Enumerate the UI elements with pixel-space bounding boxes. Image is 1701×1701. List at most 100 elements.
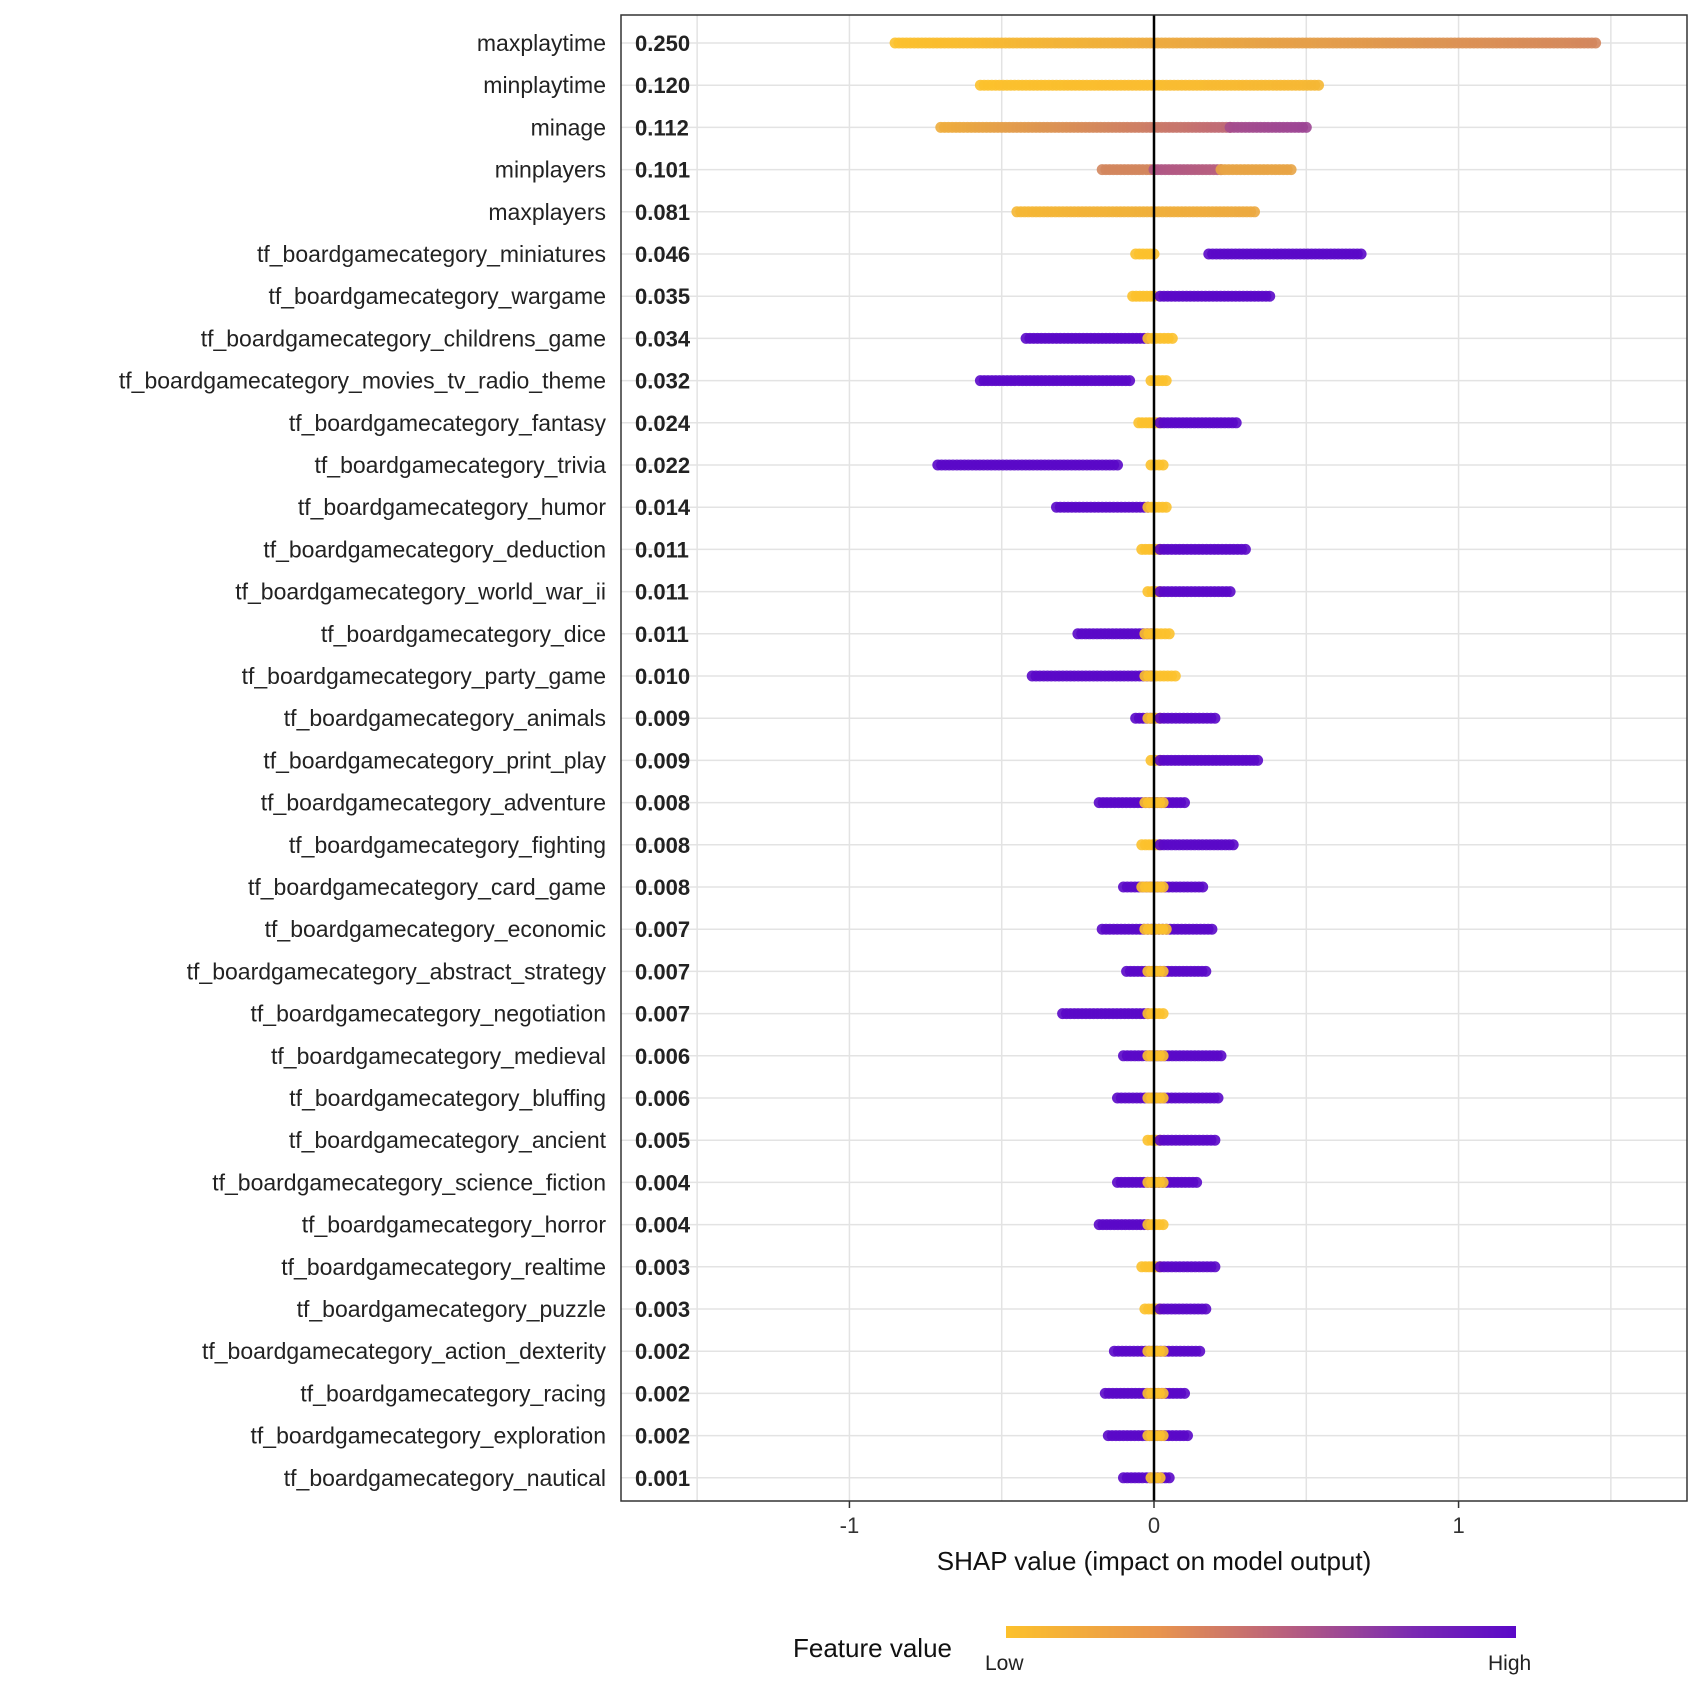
shap-point bbox=[1124, 375, 1136, 387]
feature-label: tf_boardgamecategory_abstract_strategy bbox=[187, 958, 607, 984]
importance-label: 0.032 bbox=[635, 369, 690, 394]
shap-point bbox=[1157, 459, 1169, 471]
x-axis-ticks: -1 0 1 bbox=[840, 1501, 1465, 1538]
shap-point bbox=[1154, 1472, 1166, 1484]
strip-tf_boardgamecategory_economic bbox=[1096, 923, 1218, 935]
feature-label: tf_boardgamecategory_exploration bbox=[251, 1423, 606, 1449]
legend-title: Feature value bbox=[793, 1633, 952, 1663]
importance-label: 0.003 bbox=[635, 1297, 690, 1322]
shap-point bbox=[1200, 965, 1212, 977]
shap-point bbox=[1157, 1219, 1169, 1231]
strip-tf_boardgamecategory_wargame bbox=[1127, 290, 1276, 302]
feature-label: tf_boardgamecategory_realtime bbox=[281, 1254, 606, 1280]
feature-label: tf_boardgamecategory_action_dexterity bbox=[202, 1338, 607, 1364]
feature-label: tf_boardgamecategory_world_war_ii bbox=[235, 579, 606, 605]
importance-label: 0.002 bbox=[635, 1381, 690, 1406]
feature-label: tf_boardgamecategory_fantasy bbox=[289, 410, 607, 436]
importance-label: 0.024 bbox=[635, 411, 691, 436]
importance-label: 0.006 bbox=[635, 1044, 690, 1069]
strip-tf_boardgamecategory_dice bbox=[1072, 628, 1175, 640]
strip-tf_boardgamecategory_adventure bbox=[1093, 797, 1190, 809]
shap-point bbox=[1182, 1430, 1193, 1442]
importance-label: 0.011 bbox=[635, 622, 689, 647]
shap-point bbox=[1239, 543, 1251, 555]
legend-high-label: High bbox=[1488, 1652, 1531, 1675]
importance-label: 0.011 bbox=[635, 537, 689, 562]
shap-point bbox=[1300, 121, 1312, 133]
shap-point bbox=[1157, 1050, 1169, 1062]
shap-point bbox=[1163, 628, 1175, 640]
feature-label: tf_boardgamecategory_wargame bbox=[268, 283, 606, 309]
feature-labels: maxplaytime minplaytime minage minplayers ma… bbox=[119, 30, 607, 1491]
importance-label: 0.010 bbox=[635, 664, 690, 689]
feature-label: minplayers bbox=[495, 157, 606, 183]
feature-label: minage bbox=[531, 114, 606, 140]
shap-point bbox=[1157, 965, 1169, 977]
x-tick-label: 1 bbox=[1452, 1513, 1464, 1538]
importance-label: 0.002 bbox=[635, 1339, 690, 1364]
strip-tf_boardgamecategory_movies_tv_radio_theme bbox=[974, 375, 1172, 387]
importance-label: 0.112 bbox=[635, 115, 689, 140]
importance-label: 0.009 bbox=[635, 706, 690, 731]
shap-point bbox=[1157, 1387, 1169, 1399]
feature-label: tf_boardgamecategory_medieval bbox=[271, 1043, 606, 1069]
shap-point bbox=[1209, 712, 1221, 724]
feature-label: tf_boardgamecategory_bluffing bbox=[289, 1085, 606, 1111]
shap-point bbox=[1212, 1092, 1224, 1104]
importance-label: 0.004 bbox=[635, 1213, 691, 1238]
shap-point bbox=[1209, 1261, 1221, 1273]
shap-point bbox=[1166, 332, 1178, 344]
feature-label: tf_boardgamecategory_dice bbox=[321, 621, 606, 647]
shap-point bbox=[1112, 459, 1123, 471]
shap-point bbox=[1590, 37, 1602, 49]
feature-label: tf_boardgamecategory_deduction bbox=[263, 536, 606, 562]
strip-minplayers bbox=[1096, 164, 1297, 176]
importance-label: 0.006 bbox=[635, 1086, 690, 1111]
feature-label: tf_boardgamecategory_trivia bbox=[315, 452, 607, 478]
feature-label: tf_boardgamecategory_miniatures bbox=[257, 241, 606, 267]
feature-label: tf_boardgamecategory_adventure bbox=[261, 790, 606, 816]
strip-tf_boardgamecategory_science_fiction bbox=[1112, 1176, 1203, 1188]
feature-label: maxplaytime bbox=[477, 30, 606, 56]
shap-point bbox=[1157, 797, 1169, 809]
shap-point bbox=[1179, 1387, 1190, 1399]
shap-point-strips bbox=[889, 37, 1602, 1484]
strip-tf_boardgamecategory_racing bbox=[1099, 1387, 1190, 1399]
strip-tf_boardgamecategory_puzzle bbox=[1139, 1303, 1212, 1315]
importance-label: 0.034 bbox=[635, 326, 691, 351]
strip-tf_boardgamecategory_world_war_ii bbox=[1142, 586, 1236, 598]
feature-label: tf_boardgamecategory_party_game bbox=[242, 663, 606, 689]
strip-tf_boardgamecategory_nautical bbox=[1118, 1472, 1175, 1484]
shap-point bbox=[1227, 839, 1239, 851]
feature-label: tf_boardgamecategory_ancient bbox=[289, 1127, 607, 1153]
strip-tf_boardgamecategory_trivia bbox=[932, 459, 1169, 471]
strip-tf_boardgamecategory_medieval bbox=[1118, 1050, 1227, 1062]
strip-tf_boardgamecategory_deduction bbox=[1136, 543, 1251, 555]
shap-point bbox=[1160, 923, 1172, 935]
legend-colorbar bbox=[1006, 1626, 1516, 1638]
feature-label: tf_boardgamecategory_racing bbox=[300, 1380, 606, 1406]
feature-label: tf_boardgamecategory_card_game bbox=[248, 874, 606, 900]
shap-point bbox=[1157, 1092, 1169, 1104]
strip-tf_boardgamecategory_action_dexterity bbox=[1108, 1345, 1206, 1357]
importance-label: 0.014 bbox=[635, 495, 691, 520]
importance-label: 0.003 bbox=[635, 1255, 690, 1280]
shap-point bbox=[1206, 923, 1218, 935]
importance-label: 0.009 bbox=[635, 748, 690, 773]
importance-label: 0.120 bbox=[635, 73, 690, 98]
shap-point bbox=[1163, 1472, 1175, 1484]
strip-minplaytime bbox=[974, 79, 1324, 91]
importance-label: 0.002 bbox=[635, 1424, 690, 1449]
shap-point bbox=[1264, 290, 1276, 302]
feature-label: tf_boardgamecategory_print_play bbox=[263, 747, 606, 773]
shap-point bbox=[1249, 206, 1260, 218]
legend: Feature value Low High bbox=[793, 1626, 1531, 1675]
strip-maxplayers bbox=[1011, 206, 1260, 218]
shap-point bbox=[1179, 797, 1190, 809]
feature-label: tf_boardgamecategory_science_fiction bbox=[212, 1169, 606, 1195]
shap-point bbox=[1191, 1176, 1203, 1188]
feature-label: tf_boardgamecategory_negotiation bbox=[251, 1001, 606, 1027]
strip-tf_boardgamecategory_negotiation bbox=[1057, 1008, 1169, 1020]
feature-label: tf_boardgamecategory_childrens_game bbox=[201, 325, 606, 351]
